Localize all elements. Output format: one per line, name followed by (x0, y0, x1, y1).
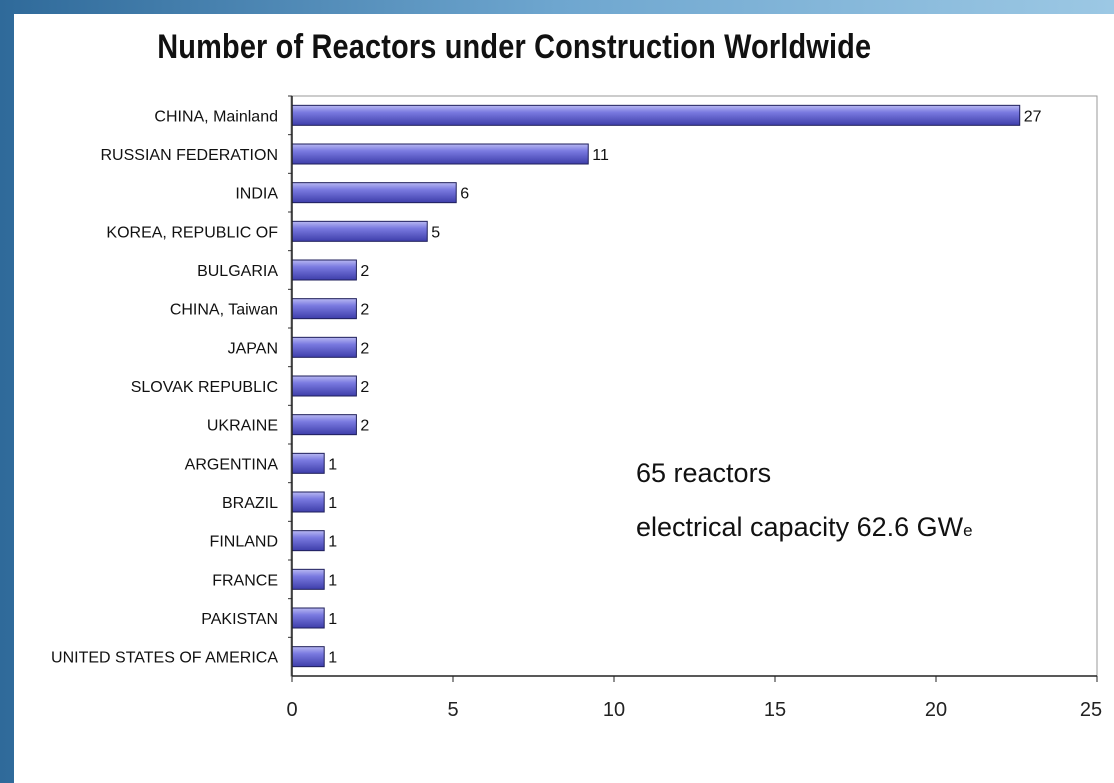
annotation-reactor-count: 65 reactors (636, 446, 973, 500)
bar-11 (292, 531, 324, 551)
chart-annotation: 65 reactors electrical capacity 62.6 GWe (636, 446, 973, 558)
value-label-12: 1 (328, 572, 337, 589)
value-label-9: 1 (328, 456, 337, 473)
annotation-capacity: electrical capacity 62.6 GWe (636, 500, 973, 558)
value-label-14: 1 (328, 650, 337, 667)
value-label-8: 2 (360, 418, 369, 435)
category-label-3: KOREA, REPUBLIC OF (106, 224, 278, 241)
value-label-1: 11 (592, 147, 609, 164)
value-label-10: 1 (328, 495, 337, 512)
category-label-0: CHINA, Mainland (154, 108, 278, 125)
value-label-5: 2 (360, 302, 369, 319)
category-label-6: JAPAN (228, 340, 278, 357)
bar-3 (292, 221, 427, 241)
bar-9 (292, 453, 324, 473)
x-tick-label-5: 25 (1080, 699, 1102, 721)
bar-1 (292, 144, 588, 164)
bar-4 (292, 260, 356, 280)
bar-14 (292, 647, 324, 667)
x-tick-label-2: 10 (603, 699, 625, 721)
bar-12 (292, 569, 324, 589)
value-label-7: 2 (360, 379, 369, 396)
x-tick-label-1: 5 (447, 699, 458, 721)
value-label-0: 27 (1024, 108, 1042, 125)
value-label-3: 5 (431, 224, 440, 241)
category-label-9: ARGENTINA (185, 456, 279, 473)
value-label-6: 2 (360, 340, 369, 357)
value-label-13: 1 (328, 611, 337, 628)
bar-6 (292, 337, 356, 357)
category-label-1: RUSSIAN FEDERATION (101, 147, 279, 164)
category-label-14: UNITED STATES OF AMERICA (51, 650, 278, 667)
category-label-13: PAKISTAN (201, 611, 278, 628)
category-label-2: INDIA (235, 186, 278, 203)
x-tick-label-4: 20 (925, 699, 947, 721)
category-label-4: BULGARIA (197, 263, 278, 280)
bar-7 (292, 376, 356, 396)
value-label-4: 2 (360, 263, 369, 280)
bar-2 (292, 183, 456, 203)
category-label-7: SLOVAK REPUBLIC (131, 379, 278, 396)
bar-13 (292, 608, 324, 628)
annotation-capacity-subscript: e (963, 521, 972, 540)
bar-0 (292, 105, 1020, 125)
value-label-11: 1 (328, 534, 337, 551)
annotation-capacity-main: electrical capacity 62.6 GW (636, 512, 963, 542)
value-label-2: 6 (460, 186, 469, 203)
category-label-11: FINLAND (210, 534, 278, 551)
bar-8 (292, 415, 356, 435)
bar-10 (292, 492, 324, 512)
x-tick-label-3: 15 (764, 699, 786, 721)
category-label-12: FRANCE (212, 572, 278, 589)
category-label-8: UKRAINE (207, 418, 278, 435)
x-tick-label-0: 0 (286, 699, 297, 721)
category-label-10: BRAZIL (222, 495, 278, 512)
bar-5 (292, 299, 356, 319)
category-label-5: CHINA, Taiwan (170, 302, 278, 319)
